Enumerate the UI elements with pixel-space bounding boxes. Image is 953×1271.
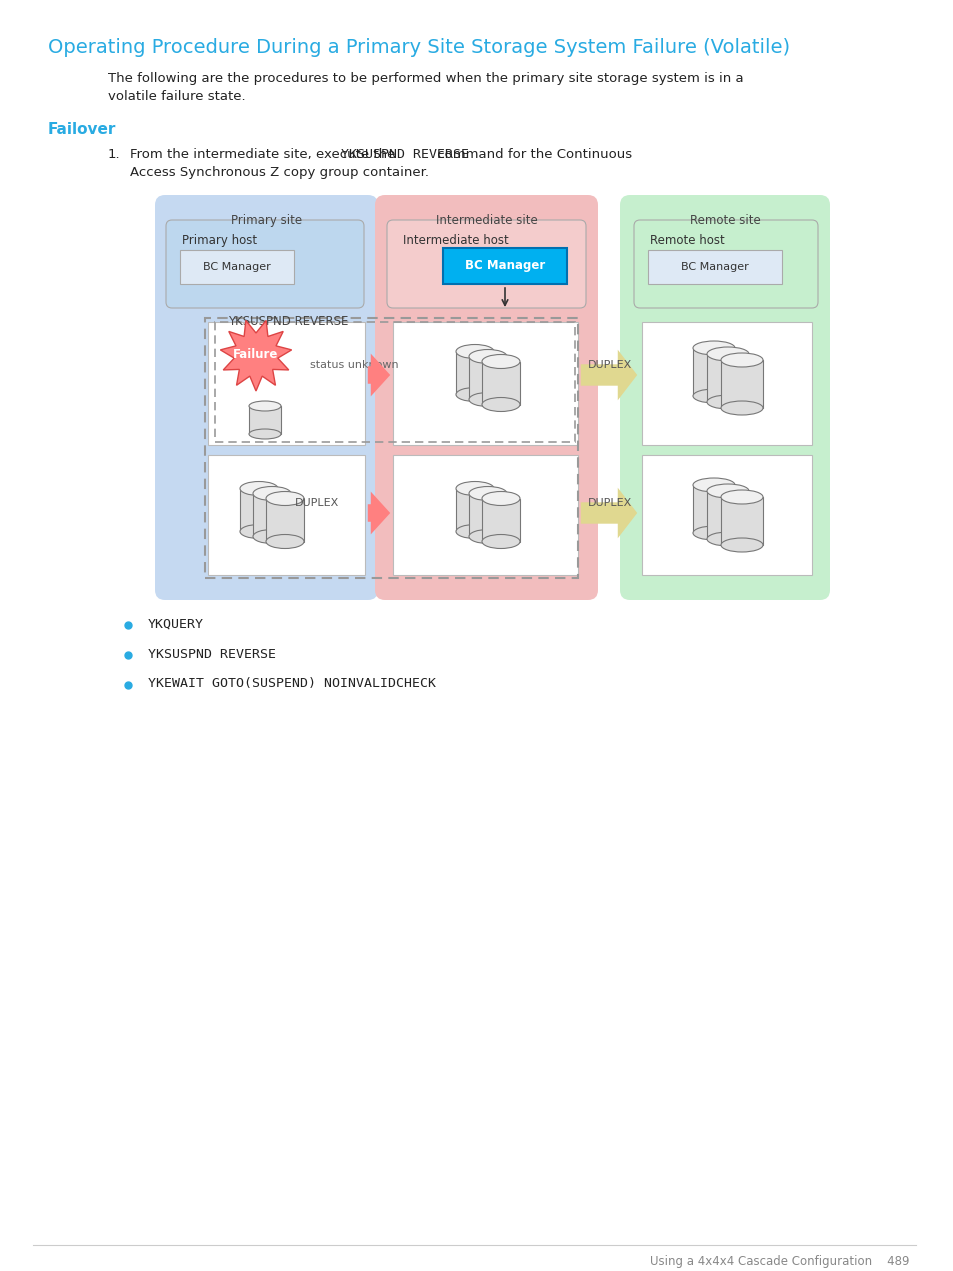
Ellipse shape	[720, 400, 762, 416]
Ellipse shape	[706, 533, 748, 547]
FancyBboxPatch shape	[387, 220, 585, 308]
Text: Failure: Failure	[233, 348, 278, 361]
Text: status unknown: status unknown	[310, 360, 398, 370]
FancyBboxPatch shape	[442, 248, 566, 283]
Ellipse shape	[720, 538, 762, 552]
Ellipse shape	[706, 484, 748, 498]
Bar	[469, 356, 506, 399]
Ellipse shape	[240, 482, 277, 496]
Text: Intermediate host: Intermediate host	[402, 234, 508, 247]
Ellipse shape	[266, 535, 304, 549]
Bar	[208, 455, 365, 574]
FancyBboxPatch shape	[634, 220, 817, 308]
Ellipse shape	[481, 355, 519, 369]
FancyBboxPatch shape	[619, 194, 829, 600]
Text: Remote host: Remote host	[649, 234, 724, 247]
Ellipse shape	[469, 350, 506, 364]
Ellipse shape	[469, 530, 506, 544]
Text: YKQUERY: YKQUERY	[148, 618, 204, 630]
Bar	[641, 322, 811, 445]
Ellipse shape	[692, 389, 734, 403]
Text: BC Manager: BC Manager	[464, 259, 544, 272]
Text: YKSUSPND REVERSE: YKSUSPND REVERSE	[148, 647, 275, 661]
Text: Remote site: Remote site	[689, 214, 760, 228]
Bar	[208, 322, 365, 445]
Text: 1.: 1.	[108, 147, 120, 161]
Bar	[393, 322, 578, 445]
Bar	[240, 488, 277, 531]
Text: volatile failure state.: volatile failure state.	[108, 90, 245, 103]
Ellipse shape	[720, 491, 762, 505]
Bar	[692, 348, 734, 397]
Bar	[692, 486, 734, 533]
FancyBboxPatch shape	[647, 250, 781, 283]
Bar	[469, 493, 506, 536]
Bar	[393, 455, 578, 574]
Ellipse shape	[481, 398, 519, 412]
FancyBboxPatch shape	[154, 194, 377, 600]
Text: Using a 4x4x4 Cascade Configuration    489: Using a 4x4x4 Cascade Configuration 489	[650, 1254, 909, 1268]
Bar	[456, 352, 494, 394]
FancyBboxPatch shape	[180, 250, 294, 283]
Bar	[720, 497, 762, 545]
Ellipse shape	[266, 492, 304, 506]
Text: Intermediate site: Intermediate site	[436, 214, 537, 228]
Bar	[481, 361, 519, 404]
Bar	[253, 493, 291, 536]
Ellipse shape	[720, 353, 762, 367]
Text: Primary site: Primary site	[231, 214, 302, 228]
Ellipse shape	[469, 393, 506, 407]
Ellipse shape	[692, 526, 734, 540]
Bar	[706, 355, 748, 402]
Text: YKSUSPND REVERSE: YKSUSPND REVERSE	[228, 315, 348, 328]
Text: Failover: Failover	[48, 122, 116, 137]
Text: From the intermediate site, execute the: From the intermediate site, execute the	[130, 147, 399, 161]
Polygon shape	[220, 320, 292, 391]
Bar	[481, 498, 519, 541]
Ellipse shape	[253, 530, 291, 544]
Ellipse shape	[692, 478, 734, 492]
Ellipse shape	[456, 344, 494, 358]
FancyBboxPatch shape	[166, 220, 364, 308]
Ellipse shape	[456, 482, 494, 496]
Ellipse shape	[249, 430, 281, 438]
Ellipse shape	[469, 487, 506, 501]
Ellipse shape	[706, 347, 748, 361]
Text: Access Synchronous Z copy group container.: Access Synchronous Z copy group containe…	[130, 167, 429, 179]
Text: Operating Procedure During a Primary Site Storage System Failure (Volatile): Operating Procedure During a Primary Sit…	[48, 38, 789, 57]
Ellipse shape	[481, 492, 519, 506]
Ellipse shape	[706, 395, 748, 409]
Bar	[641, 455, 811, 574]
Text: DUPLEX: DUPLEX	[587, 360, 632, 370]
Bar	[706, 491, 748, 539]
Bar	[266, 498, 304, 541]
Bar	[456, 488, 494, 531]
Bar	[720, 360, 762, 408]
Ellipse shape	[692, 341, 734, 355]
Text: Primary host: Primary host	[182, 234, 257, 247]
FancyBboxPatch shape	[375, 194, 598, 600]
Text: BC Manager: BC Manager	[680, 262, 748, 272]
Text: DUPLEX: DUPLEX	[294, 498, 339, 508]
Ellipse shape	[481, 535, 519, 549]
Ellipse shape	[249, 400, 281, 411]
Text: YKEWAIT GOTO(SUSPEND) NOINVALIDCHECK: YKEWAIT GOTO(SUSPEND) NOINVALIDCHECK	[148, 677, 436, 690]
Ellipse shape	[456, 388, 494, 402]
Bar	[249, 405, 281, 433]
Text: The following are the procedures to be performed when the primary site storage s: The following are the procedures to be p…	[108, 72, 742, 85]
Text: command for the Continuous: command for the Continuous	[433, 147, 632, 161]
Text: YKSUSPND REVERSE: YKSUSPND REVERSE	[341, 147, 469, 161]
Ellipse shape	[456, 525, 494, 539]
Text: DUPLEX: DUPLEX	[587, 498, 632, 508]
Ellipse shape	[240, 525, 277, 539]
Ellipse shape	[253, 487, 291, 501]
Text: BC Manager: BC Manager	[203, 262, 271, 272]
